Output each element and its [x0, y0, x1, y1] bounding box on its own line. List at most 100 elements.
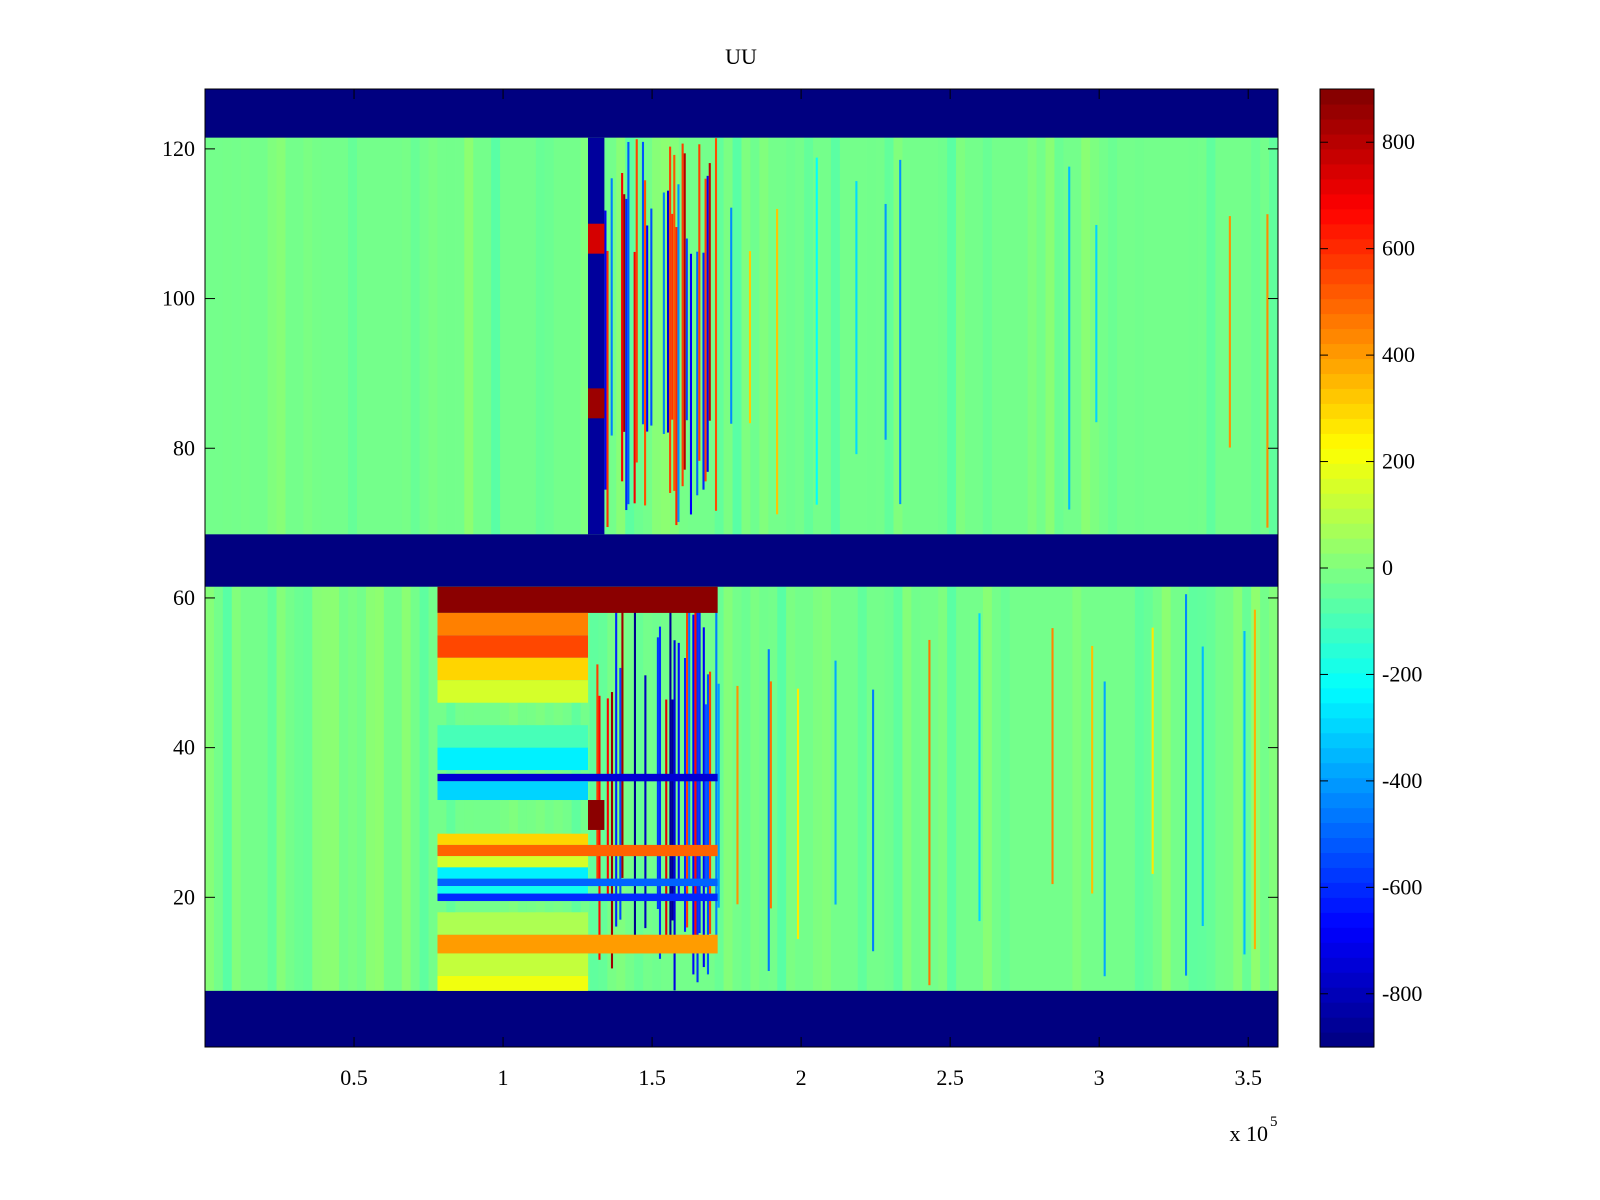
colorbar-cell [1320, 627, 1374, 644]
colorbar-cell [1320, 687, 1374, 704]
heatmap-cell [623, 194, 626, 432]
heatmap-cell [855, 181, 858, 455]
heatmap-cell [652, 586, 662, 991]
heatmap-cell [1185, 594, 1188, 976]
heatmap-cell [804, 137, 814, 535]
colorbar-cell [1320, 178, 1374, 195]
heatmap-cell [437, 886, 589, 894]
heatmap-cell [1081, 137, 1091, 535]
heatmap-cell [267, 137, 277, 535]
colorbar-cell [1320, 478, 1374, 494]
heatmap-cell [1233, 586, 1243, 991]
heatmap-cell [741, 586, 751, 991]
heatmap-cell [544, 137, 554, 535]
heatmap-cell [671, 699, 674, 921]
colorbar-cell [1320, 597, 1374, 614]
heatmap-cell [688, 609, 691, 881]
heatmap-cell [732, 137, 742, 535]
heatmap-cell [598, 586, 608, 991]
heatmap-cell [348, 137, 358, 535]
heatmap-cell [437, 878, 718, 887]
heatmap-cell [205, 586, 214, 991]
colorbar-cell [1320, 702, 1374, 719]
colorbar-cell [1320, 717, 1374, 734]
colorbar-tick-label: 0 [1382, 555, 1393, 580]
heatmap-cells [205, 89, 1278, 1047]
heatmap-cell [589, 586, 599, 991]
heatmap-cell [786, 137, 796, 535]
colorbar-tick-label: 600 [1382, 236, 1415, 261]
heatmap-cell [634, 586, 644, 991]
colorbar-cell [1320, 972, 1374, 988]
heatmap-cell [776, 208, 779, 515]
colorbar-cell [1320, 523, 1374, 539]
heatmap-cell [634, 137, 644, 535]
heatmap-cell [240, 137, 250, 535]
colorbar-cell [1320, 762, 1374, 779]
heatmap-cell [698, 144, 701, 461]
heatmap-cell [1091, 645, 1094, 894]
heatmap-cell [1134, 137, 1144, 535]
heatmap-cell [627, 141, 630, 505]
heatmap-cell [644, 180, 647, 506]
colorbar-cell [1320, 747, 1374, 764]
heatmap-cell [978, 613, 981, 922]
heatmap-cell [1266, 214, 1269, 528]
heatmap-cell [604, 210, 607, 490]
heatmap-cell [830, 137, 840, 535]
heatmap-cell [1072, 586, 1082, 991]
heatmap-cell [938, 137, 948, 535]
heatmap-cell [1027, 137, 1037, 535]
heatmap-cell [759, 586, 769, 991]
colorbar-cell [1320, 89, 1374, 105]
heatmap-cell [625, 198, 628, 511]
heatmap-cell [893, 586, 903, 991]
y-tick-label: 100 [162, 286, 195, 311]
colorbar-tick-label: -400 [1382, 768, 1422, 793]
x-tick-label: 1 [498, 1065, 509, 1090]
colorbar-cell [1320, 193, 1374, 210]
colorbar-cell [1320, 777, 1374, 794]
heatmap-cell [741, 137, 751, 535]
heatmap-cell [321, 586, 331, 991]
heatmap-cell [956, 137, 966, 535]
heatmap-cell [704, 704, 707, 888]
heatmap-cell [276, 586, 286, 991]
heatmap-cell [610, 178, 613, 436]
heatmap-cell [669, 146, 672, 493]
colorbar-cell [1320, 208, 1374, 225]
x-axis-multiplier: x 10 5 [1230, 1114, 1278, 1146]
colorbar-cell [1320, 283, 1374, 300]
colorbar-cell [1320, 807, 1374, 824]
heatmap-cell [723, 586, 733, 991]
colorbar-ticks: 800 600 400 200 0 -200 -400 -600 -800 [1320, 129, 1422, 1006]
colorbar-cell [1320, 987, 1374, 1003]
heatmap-cell [294, 586, 304, 991]
colorbar-cell [1320, 298, 1374, 315]
heatmap-cell [669, 587, 672, 948]
heatmap-cell [437, 635, 589, 658]
heatmap-cell [947, 586, 957, 991]
heatmap-cell [437, 934, 718, 954]
heatmap-cell [884, 586, 894, 991]
colorbar-tick-label: -600 [1382, 874, 1422, 899]
heatmap-cell [635, 139, 638, 463]
colorbar-cell [1320, 223, 1374, 240]
x-tick-label: 2.5 [936, 1065, 964, 1090]
colorbar-cell [1320, 313, 1374, 330]
colorbar-cell [1320, 133, 1374, 150]
heatmap-cell [410, 137, 420, 535]
heatmap-cell [656, 637, 659, 910]
heatmap-cell [1090, 137, 1100, 535]
heatmap-cell [1206, 137, 1216, 535]
colorbar-cell [1320, 493, 1374, 509]
heatmap-cell [698, 606, 701, 934]
heatmap-cell [535, 137, 545, 535]
heatmap-cell [1134, 586, 1144, 991]
heatmap-cell [644, 675, 647, 929]
heatmap-cell [1188, 137, 1198, 535]
colorbar-cell [1320, 148, 1374, 165]
heatmap-cell [706, 674, 710, 975]
heatmap-cell [303, 586, 313, 991]
heatmap-cell [1000, 586, 1010, 991]
